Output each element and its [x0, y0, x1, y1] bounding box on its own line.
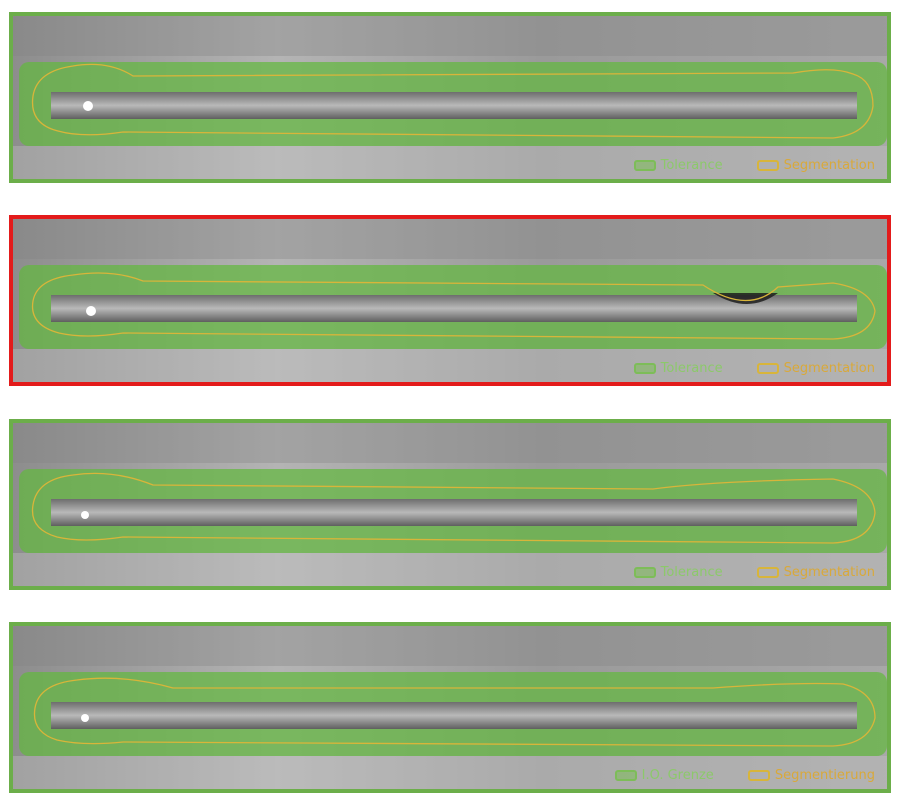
legend: Tolerance Segmentation [633, 158, 875, 173]
weld-bead [51, 499, 857, 526]
legend-tolerance-label: Tolerance [660, 565, 723, 580]
weld-bead [51, 702, 857, 729]
segmentation-swatch-icon [756, 363, 779, 374]
segmentation-outline [31, 272, 876, 340]
segmentation-outline [31, 63, 874, 139]
weld-image-1 [13, 16, 887, 179]
tolerance-swatch-icon [614, 770, 637, 781]
weld-panel-1: Tolerance Segmentation [9, 12, 891, 183]
legend-segmentation-label: Segmentation [783, 565, 875, 580]
tolerance-swatch-icon [633, 363, 656, 374]
weld-image-4 [13, 626, 887, 789]
weld-image-3 [13, 423, 887, 586]
legend: I.O. Grenze Segmentierung [614, 768, 875, 783]
legend-segmentation-label: Segmentierung [774, 768, 875, 783]
legend-segmentation-label: Segmentation [783, 158, 875, 173]
weld-bead [51, 295, 857, 322]
segmentation-swatch-icon [756, 567, 779, 578]
tolerance-swatch-icon [633, 160, 656, 171]
segmentation-outline [33, 677, 876, 747]
legend-tolerance-label: I.O. Grenze [641, 768, 714, 783]
weld-panel-2: Tolerance Segmentation [9, 215, 891, 386]
legend: Tolerance Segmentation [633, 361, 875, 376]
weld-bead [51, 92, 857, 119]
weld-panel-3: Tolerance Segmentation [9, 419, 891, 590]
defect-region [713, 293, 778, 304]
legend-segmentation-label: Segmentation [783, 361, 875, 376]
legend: Tolerance Segmentation [633, 565, 875, 580]
tolerance-swatch-icon [633, 567, 656, 578]
legend-tolerance-label: Tolerance [660, 361, 723, 376]
legend-tolerance-label: Tolerance [660, 158, 723, 173]
segmentation-outline [31, 472, 876, 544]
weld-panel-4: I.O. Grenze Segmentierung [9, 622, 891, 793]
segmentation-swatch-icon [747, 770, 770, 781]
weld-image-2 [13, 219, 887, 382]
segmentation-swatch-icon [756, 160, 779, 171]
